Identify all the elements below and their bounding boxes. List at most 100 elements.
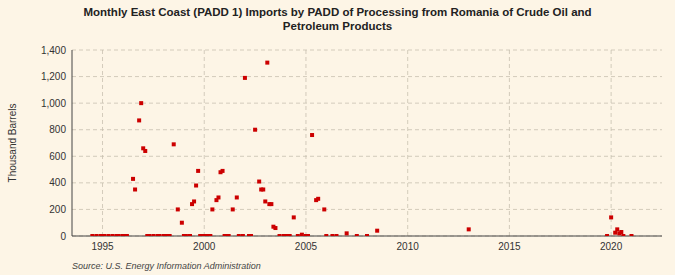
point [296,234,300,236]
y-tick-label: 200 [49,204,66,215]
point [292,215,296,219]
point [125,234,129,236]
point [324,234,328,236]
point [192,199,196,203]
point [249,234,253,236]
grid-line [204,50,205,236]
x-tick-label: 1995 [91,241,114,252]
grid-line [305,50,306,236]
point [111,234,115,236]
point [157,234,161,236]
grid [72,50,662,236]
point [168,234,172,236]
point [269,202,273,206]
point [221,169,225,173]
x-tick-label: 2010 [397,241,420,252]
point [300,233,304,236]
title-line: Petroleum Products [283,20,392,32]
point [143,149,147,153]
point [263,199,267,203]
point [253,128,257,132]
grid-line [102,50,103,236]
points [90,61,633,236]
point [133,188,137,192]
point [365,234,369,236]
point [310,133,314,137]
point [184,234,188,236]
point [103,234,107,236]
point [117,234,121,236]
y-tick-label: 1,400 [41,45,66,56]
grid-line [72,129,662,130]
point [615,227,619,231]
x-tick-label: 2005 [295,241,318,252]
point [107,234,111,236]
x-tick-label: 2015 [498,241,521,252]
grid-line [509,50,510,236]
point [605,234,609,236]
y-tick-label: 1,000 [41,98,66,109]
point [273,226,277,230]
point [306,234,310,236]
point [355,234,359,236]
point [235,195,239,199]
point [265,61,269,65]
point [609,215,613,219]
y-axis-label: Thousand Barrels [7,104,18,183]
y-tick-label: 400 [49,177,66,188]
point [345,231,349,235]
point [231,207,235,211]
point [621,234,625,236]
grid-line [72,182,662,183]
point [194,184,198,188]
point [241,234,245,236]
point [330,234,334,236]
point [188,234,192,236]
point [316,197,320,201]
point [288,234,292,236]
point [151,234,155,236]
point [619,230,623,234]
point [243,76,247,80]
point [210,207,214,211]
grid-line [72,50,662,51]
point [137,118,141,122]
point [139,101,143,105]
chart: Monthly East Coast (PADD 1) Imports by P… [0,0,675,275]
point [261,188,265,192]
point [227,234,231,236]
source: Source: U.S. Energy Information Administ… [72,261,261,271]
point [334,234,338,236]
title-line: Monthly East Coast (PADD 1) Imports by P… [83,6,591,18]
x-tick-label: 2020 [600,241,623,252]
point [94,234,98,236]
y-axis-line [72,50,73,236]
x-tick-label: 2000 [193,241,216,252]
y-tick-label: 1,200 [41,71,66,82]
point [90,234,94,236]
grid-line [72,103,662,104]
y-tick-label: 600 [49,151,66,162]
grid-line [72,76,662,77]
point [208,234,212,236]
point [180,221,184,225]
point [172,142,176,146]
point [176,207,180,211]
point [278,234,282,236]
point [322,207,326,211]
point [237,234,241,236]
point [196,169,200,173]
point [216,195,220,199]
title: Monthly East Coast (PADD 1) Imports by P… [83,6,591,32]
grid-line [72,209,662,210]
y-tick-label: 0 [60,231,66,242]
point [147,234,151,236]
grid-line [611,50,612,236]
point [131,177,135,181]
point [257,180,261,184]
grid-line [72,156,662,157]
point [629,234,633,236]
point [467,227,471,231]
grid-line [407,50,408,236]
point [375,229,379,233]
